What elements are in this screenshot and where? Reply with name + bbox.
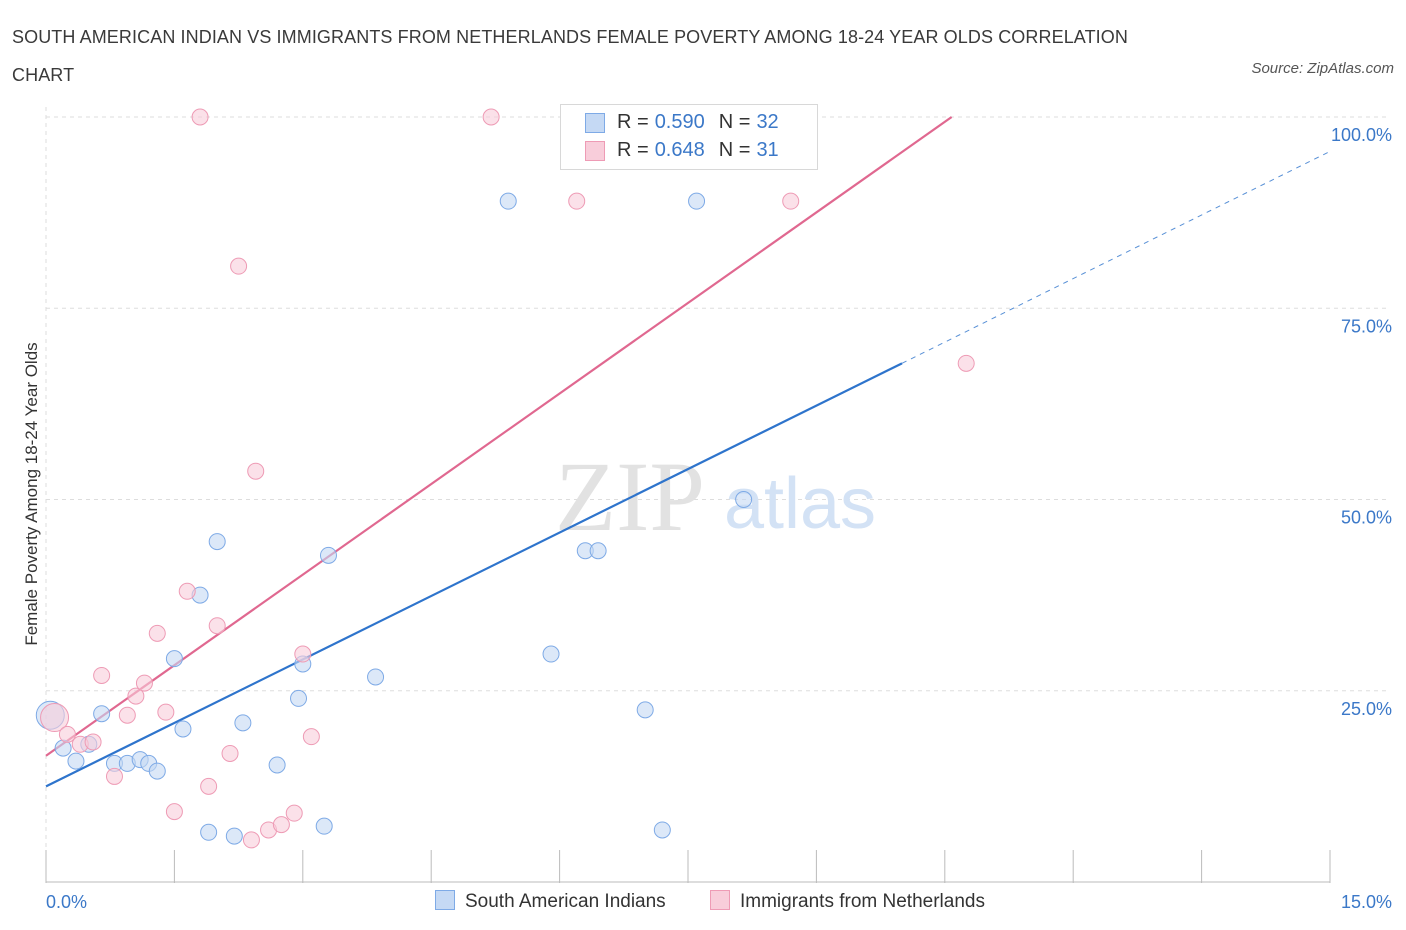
point-immigrants-netherlands (178, 582, 196, 600)
point-immigrants-netherlands (191, 108, 209, 126)
point-south-american-indians (165, 650, 183, 668)
gridlines (46, 116, 1390, 692)
n-value-1: 32 (756, 111, 779, 133)
x-tick-label: 0.0% (46, 892, 87, 912)
point-immigrants-netherlands (272, 816, 290, 834)
point-south-american-indians (653, 821, 671, 839)
x-tick-label: 15.0% (1341, 892, 1392, 912)
point-immigrants-netherlands (957, 354, 975, 372)
trendlines (45, 116, 1331, 788)
point-immigrants-netherlands (285, 804, 303, 822)
point-south-american-indians (367, 668, 385, 686)
series-legend-item-1: South American Indians (435, 890, 666, 913)
point-south-american-indians (67, 752, 85, 770)
n-value-2: 31 (756, 139, 779, 161)
point-south-american-indians (290, 689, 308, 707)
point-immigrants-netherlands (294, 645, 312, 663)
point-immigrants-netherlands (105, 767, 123, 785)
point-immigrants-netherlands (302, 728, 320, 746)
point-immigrants-netherlands (127, 687, 145, 705)
y-axis-label: Female Poverty Among 18-24 Year Olds (22, 342, 41, 646)
point-immigrants-netherlands (200, 777, 218, 795)
source-label: Source: ZipAtlas.com (1251, 60, 1394, 77)
series-legend-item-2: Immigrants from Netherlands (710, 890, 985, 913)
trendline-blue (45, 362, 903, 788)
watermark: ZIP atlas (555, 441, 876, 552)
r-label: R = (617, 139, 649, 161)
point-immigrants-netherlands (93, 666, 111, 684)
trendline-blue-extension (901, 150, 1331, 364)
point-south-american-indians (174, 720, 192, 738)
point-immigrants-netherlands (482, 108, 500, 126)
point-south-american-indians (589, 542, 607, 560)
n-label: N = (718, 111, 751, 133)
point-immigrants-netherlands (242, 831, 260, 849)
series-legend: South American Indians Immigrants from N… (0, 890, 1406, 916)
stats-legend: R = 0.590 N = 32 R = 0.648 N = 31 (560, 104, 818, 170)
chart-title: SOUTH AMERICAN INDIAN VS IMMIGRANTS FROM… (12, 27, 1128, 85)
point-immigrants-netherlands (221, 744, 239, 762)
point-immigrants-netherlands (58, 725, 76, 743)
point-south-american-indians (499, 192, 517, 210)
point-immigrants-netherlands (247, 462, 265, 480)
point-immigrants-netherlands (84, 733, 102, 751)
point-immigrants-netherlands (782, 192, 800, 210)
n-label: N = (718, 139, 751, 161)
point-immigrants-netherlands (230, 257, 248, 275)
y-tick-label: 50.0% (1341, 508, 1392, 528)
point-south-american-indians (319, 546, 337, 564)
r-value-1: 0.590 (654, 111, 705, 133)
point-south-american-indians (234, 714, 252, 732)
point-south-american-indians (688, 192, 706, 210)
legend-swatch-pink (710, 890, 730, 910)
y-tick-label: 75.0% (1341, 316, 1392, 336)
point-south-american-indians (636, 701, 654, 719)
legend-swatch-blue (585, 112, 605, 133)
point-south-american-indians (208, 533, 226, 551)
r-value-2: 0.648 (654, 139, 705, 161)
stats-legend-row-2: R = 0.648 N = 31 (585, 139, 793, 165)
point-south-american-indians (225, 827, 243, 845)
y-tick-label: 100.0% (1331, 125, 1392, 145)
trendline-pink (45, 116, 953, 757)
stats-legend-row-1: R = 0.590 N = 32 (585, 111, 793, 137)
data-points (35, 108, 975, 849)
point-south-american-indians (148, 762, 166, 780)
point-south-american-indians (542, 645, 560, 663)
series-legend-label-2: Immigrants from Netherlands (740, 891, 985, 912)
axes (45, 107, 1331, 883)
r-label: R = (617, 111, 649, 133)
point-south-american-indians (268, 756, 286, 774)
point-south-american-indians (315, 817, 333, 835)
point-immigrants-netherlands (148, 624, 166, 642)
legend-swatch-pink (585, 140, 605, 161)
point-immigrants-netherlands (157, 703, 175, 721)
legend-swatch-blue (435, 890, 455, 910)
y-tick-label: 25.0% (1341, 699, 1392, 719)
point-south-american-indians (735, 491, 753, 508)
point-immigrants-netherlands (118, 706, 136, 724)
point-immigrants-netherlands (40, 703, 70, 733)
point-south-american-indians (200, 823, 218, 841)
watermark-zip: ZIP (555, 441, 705, 552)
point-immigrants-netherlands (165, 803, 183, 821)
point-south-american-indians (93, 705, 111, 723)
series-legend-label-1: South American Indians (465, 891, 666, 912)
point-immigrants-netherlands (208, 617, 226, 635)
tick-labels: 25.0% 50.0% 75.0% 100.0% 0.0% 15.0% (46, 125, 1392, 912)
point-immigrants-netherlands (135, 674, 153, 692)
point-immigrants-netherlands (568, 192, 586, 210)
